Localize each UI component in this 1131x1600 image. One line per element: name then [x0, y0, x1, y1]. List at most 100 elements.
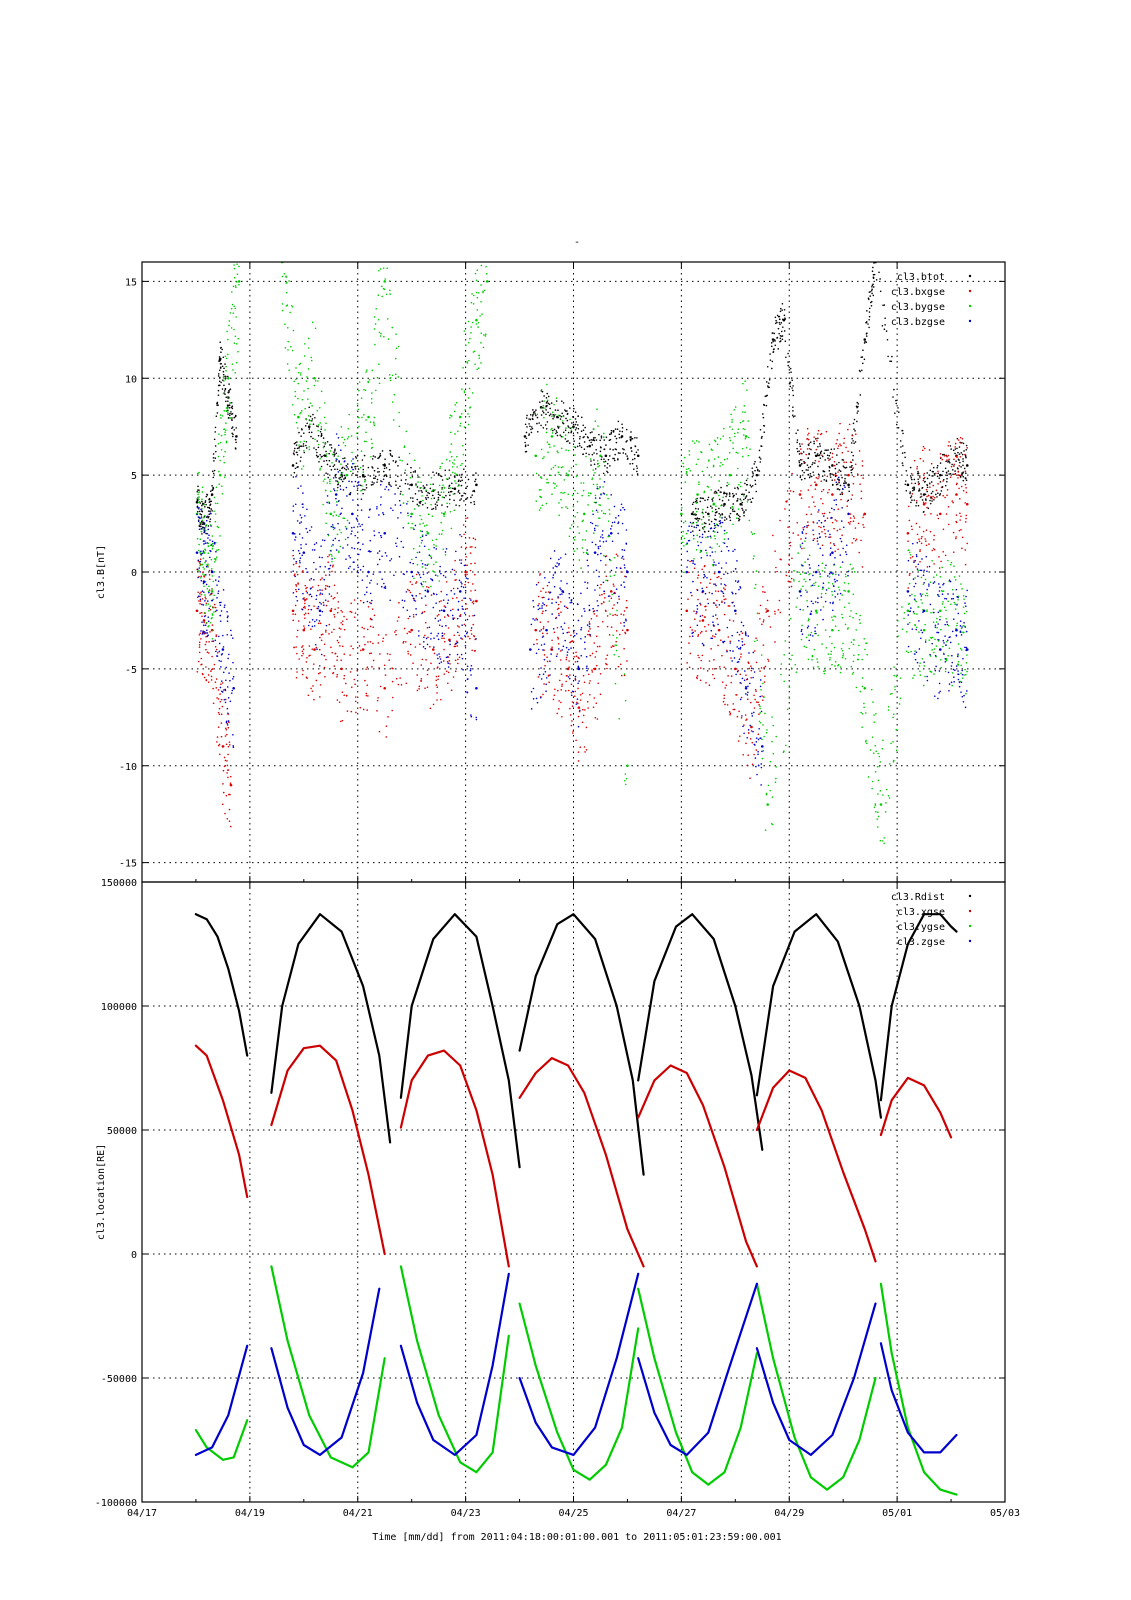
scatter-dot [296, 635, 298, 638]
scatter-dot [337, 481, 340, 484]
scatter-dot [210, 592, 213, 595]
scatter-dot [350, 710, 353, 713]
scatter-dot [965, 517, 967, 520]
scatter-dot [707, 623, 710, 626]
scatter-dot [212, 687, 214, 690]
scatter-dot [547, 402, 550, 405]
scatter-dot [391, 709, 394, 712]
scatter-dot [945, 513, 948, 515]
scatter-dot [199, 600, 202, 602]
scatter-dot [926, 495, 928, 498]
scatter-dot [572, 434, 575, 437]
scatter-dot [228, 653, 230, 656]
scatter-dot [212, 472, 215, 475]
scatter-dot [837, 445, 840, 447]
scatter-dot [783, 654, 785, 656]
scatter-dot [315, 425, 318, 427]
scatter-dot [322, 446, 325, 449]
scatter-dot [311, 418, 314, 420]
scatter-dot [838, 488, 841, 491]
scatter-dot [953, 463, 956, 466]
scatter-dot [762, 699, 764, 701]
scatter-dot [362, 465, 364, 467]
scatter-dot [395, 484, 397, 486]
scatter-dot [219, 686, 222, 689]
scatter-dot [416, 503, 419, 506]
scatter-dot [933, 498, 935, 501]
scatter-dot [328, 623, 331, 626]
scatter-dot [892, 396, 894, 398]
scatter-dot [945, 454, 947, 457]
scatter-dot [872, 276, 875, 279]
scatter-dot [219, 359, 222, 362]
scatter-dot [309, 654, 311, 657]
scatter-dot [394, 631, 396, 633]
scatter-dot [196, 505, 199, 508]
scatter-dot [844, 477, 846, 480]
scatter-dot [856, 420, 858, 423]
data-point [202, 619, 206, 622]
scatter-dot [575, 427, 578, 429]
scatter-dot [939, 453, 942, 455]
scatter-dot [569, 641, 571, 644]
scatter-dot [452, 587, 455, 590]
scatter-dot [465, 344, 467, 347]
scatter-dot [233, 429, 236, 431]
scatter-dot [302, 598, 304, 600]
scatter-dot [695, 440, 698, 442]
scatter-dot [730, 657, 732, 659]
scatter-dot [465, 546, 468, 549]
scatter-dot [548, 681, 550, 684]
scatter-dot [475, 323, 478, 325]
scatter-dot [356, 402, 359, 405]
scatter-dot [294, 604, 297, 607]
scatter-dot [420, 559, 423, 562]
scatter-dot [890, 742, 892, 745]
scatter-dot [781, 335, 784, 337]
scatter-dot [917, 472, 920, 475]
scatter-dot [341, 691, 344, 694]
scatter-dot [558, 700, 560, 702]
scatter-dot [226, 610, 228, 613]
scatter-dot [460, 546, 463, 548]
scatter-dot [589, 458, 592, 460]
scatter-dot [217, 548, 220, 551]
scatter-dot [804, 477, 806, 480]
scatter-dot [695, 548, 698, 551]
scatter-dot [540, 424, 542, 427]
scatter-dot [309, 423, 311, 426]
scatter-dot [361, 416, 363, 419]
scatter-dot [207, 674, 210, 676]
scatter-dot [843, 589, 845, 592]
scatter-dot [205, 495, 208, 498]
scatter-dot [350, 435, 353, 437]
scatter-dot [215, 556, 218, 559]
scatter-dot [703, 491, 705, 494]
scatter-dot [848, 423, 851, 426]
scatter-dot [438, 655, 441, 658]
scatter-dot [476, 269, 479, 271]
scatter-dot [449, 487, 452, 489]
scatter-dot [754, 479, 757, 482]
scatter-dot [363, 636, 365, 638]
scatter-dot [379, 268, 382, 270]
scatter-dot [789, 490, 792, 492]
scatter-dot [828, 581, 830, 584]
scatter-dot [705, 522, 707, 525]
scatter-dot [600, 510, 603, 512]
scatter-dot [946, 477, 948, 480]
scatter-dot [207, 609, 210, 612]
scatter-dot [524, 441, 526, 444]
scatter-dot [341, 623, 344, 626]
data-point [922, 502, 926, 506]
scatter-dot [812, 666, 815, 669]
scatter-dot [441, 496, 444, 498]
scatter-dot [584, 426, 586, 429]
scatter-dot [453, 509, 456, 512]
scatter-dot [565, 506, 567, 508]
scatter-dot [951, 672, 954, 674]
scatter-dot [745, 674, 747, 676]
scatter-dot [739, 498, 742, 500]
scatter-dot [208, 506, 210, 509]
scatter-dot [852, 537, 855, 540]
